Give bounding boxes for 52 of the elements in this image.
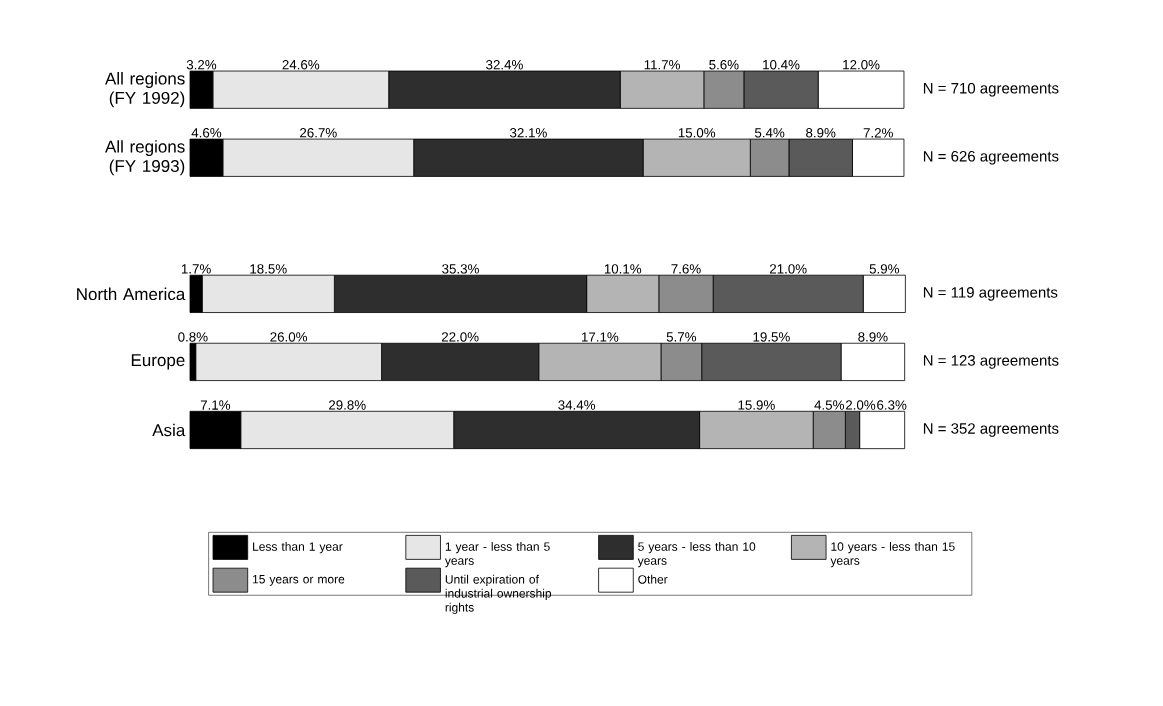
data-label: 21.0% bbox=[769, 264, 807, 274]
legend-label: 1 year - less than 5 years bbox=[444, 542, 550, 568]
data-label: 11.7% bbox=[644, 60, 680, 70]
legend-label: Other bbox=[638, 574, 668, 584]
y-tick-label: All regions (FY 1993) bbox=[105, 140, 185, 176]
legend-label: Until expiration of industrial ownership rights bbox=[445, 574, 552, 615]
text: N = 352 agreements bbox=[923, 423, 1059, 437]
data-label: 0.8% bbox=[178, 332, 208, 342]
data-label: 2.0% bbox=[845, 400, 876, 410]
data-label: 22.0% bbox=[441, 332, 479, 342]
data-label: 19.5% bbox=[753, 332, 790, 342]
y-tick-label: North America bbox=[77, 287, 186, 301]
data-label: 26.7% bbox=[300, 128, 337, 138]
data-label: 7.6% bbox=[671, 264, 701, 274]
data-label: 24.6% bbox=[282, 60, 320, 70]
data-label: 5.6% bbox=[709, 60, 739, 70]
data-label: 17.1% bbox=[581, 332, 619, 342]
y-tick-label: All regions (FY 1992) bbox=[105, 72, 185, 108]
text: N = 119 agreements bbox=[923, 287, 1058, 301]
data-label: 32.4% bbox=[486, 60, 523, 70]
data-label: 8.9% bbox=[806, 128, 836, 138]
data-label: 32.1% bbox=[510, 128, 547, 138]
data-label: 4.5% bbox=[814, 400, 845, 410]
data-label: 12.0% bbox=[843, 60, 880, 70]
legend-label: 15 years or more bbox=[253, 575, 345, 586]
data-label: 10.4% bbox=[763, 60, 800, 70]
data-label: 6.3% bbox=[877, 400, 907, 410]
data-label: 26.0% bbox=[270, 332, 308, 342]
y-tick-label: Europe bbox=[131, 354, 185, 370]
text: N = 123 agreements bbox=[923, 355, 1059, 369]
data-label: 18.5% bbox=[250, 264, 287, 274]
text: N = 710 agreements bbox=[923, 82, 1059, 97]
data-label: 3.2% bbox=[186, 60, 217, 70]
data-label: 7.1% bbox=[200, 400, 231, 410]
y-tick-label: Asia bbox=[152, 423, 186, 437]
data-label: 5.4% bbox=[754, 128, 785, 138]
data-label: 5.9% bbox=[869, 264, 900, 274]
data-label: 5.7% bbox=[666, 332, 697, 342]
legend-label: 10 years - less than 15 years bbox=[830, 542, 955, 568]
legend-label: Less than 1 year bbox=[253, 542, 343, 554]
data-label: 35.3% bbox=[442, 264, 479, 274]
data-label: 10.1% bbox=[604, 264, 642, 274]
data-label: 15.9% bbox=[738, 400, 775, 410]
data-label: 15.0% bbox=[678, 128, 716, 138]
data-label: 1.7% bbox=[181, 264, 211, 274]
data-label: 7.2% bbox=[863, 128, 893, 138]
legend-label: 5 years - less than 10 years bbox=[637, 542, 756, 568]
data-label: 34.4% bbox=[558, 400, 596, 410]
text: N = 626 agreements bbox=[923, 150, 1059, 165]
data-label: 4.6% bbox=[191, 128, 222, 138]
data-label: 29.8% bbox=[329, 400, 366, 410]
data-label: 8.9% bbox=[858, 332, 888, 342]
